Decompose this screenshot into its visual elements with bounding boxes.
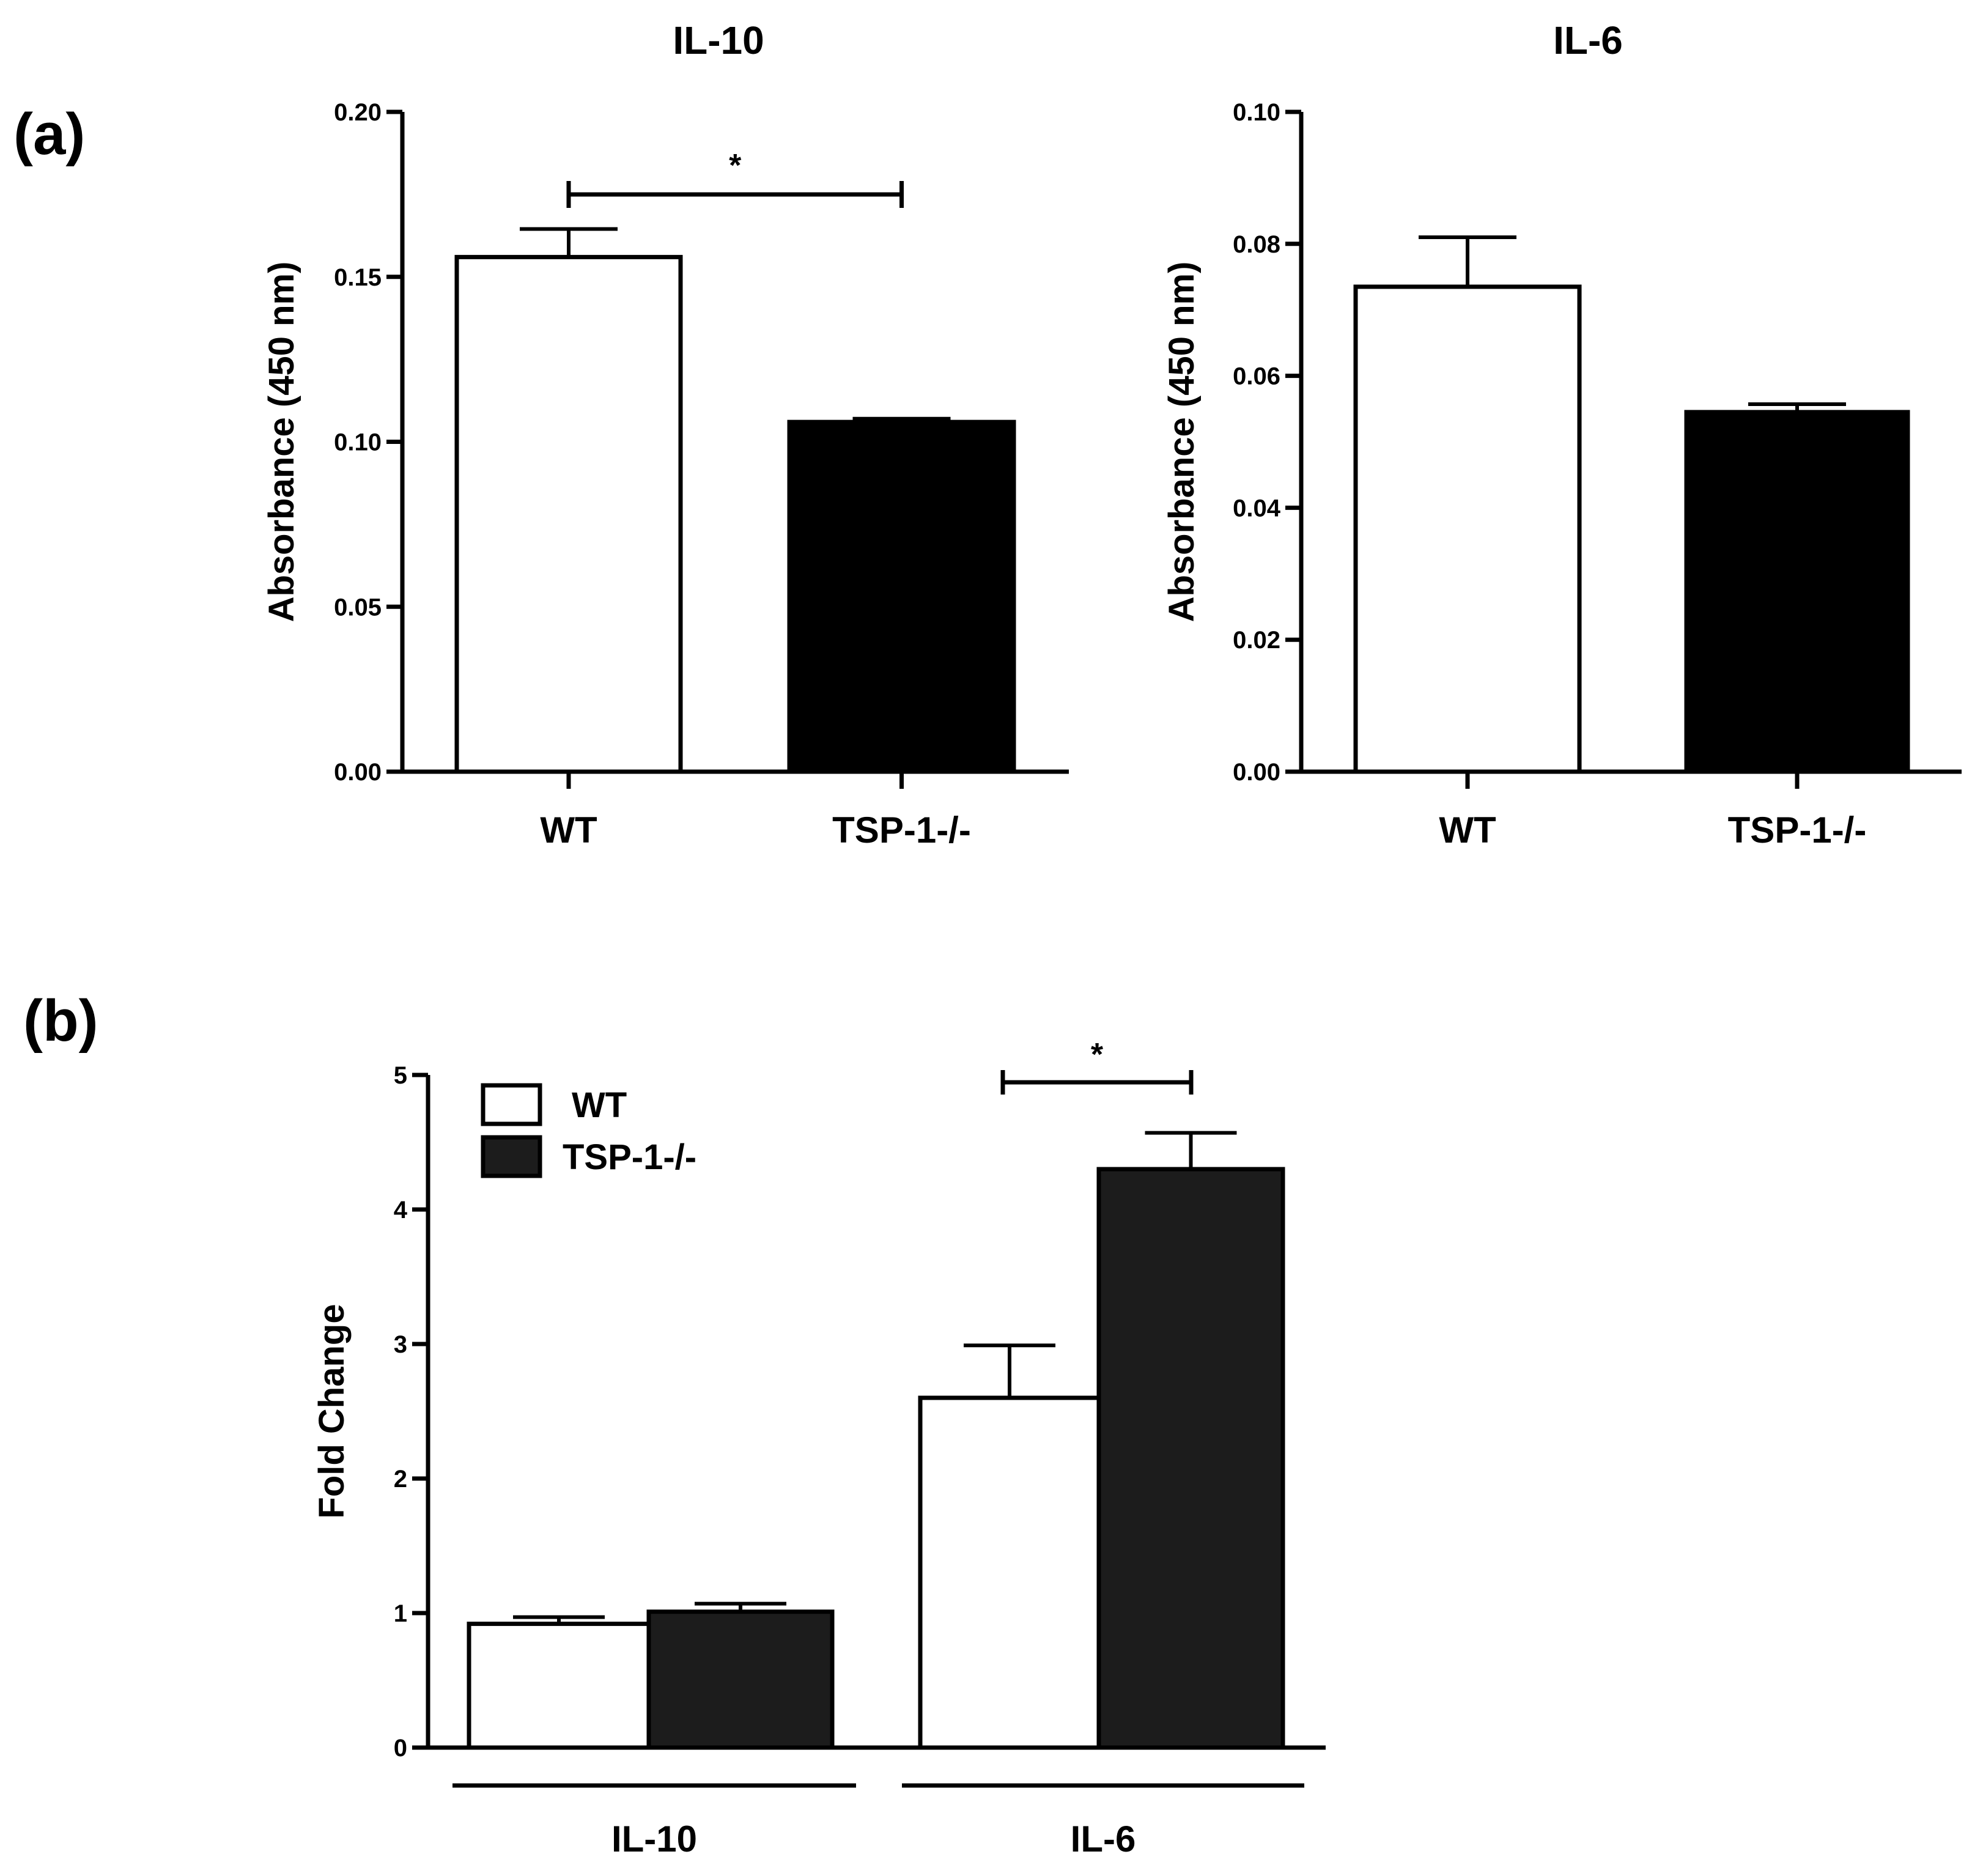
chart-il6-absorbance: IL-6 WT TSP-1-/- 0.00 0.02 0.04 0.06 0.08 0.10 Ab… xyxy=(1162,18,1962,851)
legend-label: WT xyxy=(572,1085,627,1125)
bar-wt xyxy=(454,254,683,774)
legend-swatch-wt xyxy=(481,1083,542,1126)
y-tick-label: 0.15 xyxy=(334,264,382,291)
y-tick-label: 0.05 xyxy=(334,594,382,621)
x-tick-label: WT xyxy=(540,810,597,851)
bar-il-6-wt xyxy=(918,1395,1101,1750)
y-tick-label: 0.04 xyxy=(1233,495,1281,522)
y-axis-label: Fold Change xyxy=(312,1304,352,1518)
y-tick-label: 5 xyxy=(394,1062,407,1089)
y-tick-label: 4 xyxy=(394,1197,408,1224)
y-tick-label: 0.08 xyxy=(1233,231,1280,258)
y-tick-label: 0.06 xyxy=(1233,363,1280,390)
panel-label-b: (b) xyxy=(23,988,98,1054)
legend-swatch-tsp-1- xyxy=(481,1135,542,1178)
legend-label: TSP-1-/- xyxy=(563,1137,696,1177)
y-tick-label: 0.20 xyxy=(334,99,382,126)
significance-star: * xyxy=(1091,1037,1104,1073)
x-tick-label: TSP-1-/- xyxy=(1728,810,1867,851)
y-tick-label: 3 xyxy=(394,1331,407,1358)
y-tick-label: 0.10 xyxy=(1233,99,1280,126)
y-tick-label: 0.10 xyxy=(334,429,382,456)
chart-fold-change: IL-10 IL-6 0 1 2 3 4 5 Fold Change WT TSP-1-/- * xyxy=(312,1037,1326,1859)
chart-title: IL-10 xyxy=(673,18,764,62)
bar-il-10-tsp-1- xyxy=(646,1609,835,1750)
y-tick-label: 2 xyxy=(394,1466,407,1493)
bar-il-6-tsp-1- xyxy=(1096,1167,1285,1750)
x-tick-label: WT xyxy=(1439,810,1496,851)
x-category-label: IL-10 xyxy=(611,1819,697,1859)
panel-label-a: (a) xyxy=(13,102,85,167)
bar-il-10-wt xyxy=(467,1622,651,1750)
chart-il10-absorbance: IL-10 WT TSP-1-/- 0.00 0.05 0.10 0.15 0.20 Absor… xyxy=(262,18,1069,851)
y-tick-label: 0.00 xyxy=(1233,759,1280,786)
chart-title: IL-6 xyxy=(1553,18,1623,62)
x-category-label: IL-6 xyxy=(1071,1819,1136,1859)
bar-tsp-1- xyxy=(1684,410,1910,774)
y-tick-label: 0.00 xyxy=(334,759,382,786)
y-tick-label: 0.02 xyxy=(1233,627,1280,654)
bar-tsp-1- xyxy=(787,419,1016,774)
y-axis-label: Absorbance (450 nm) xyxy=(1162,262,1202,622)
y-tick-label: 1 xyxy=(394,1600,407,1627)
y-axis-label: Absorbance (450 nm) xyxy=(262,262,301,622)
x-tick-label: TSP-1-/- xyxy=(832,810,971,851)
bar-wt xyxy=(1353,284,1582,774)
y-tick-label: 0 xyxy=(394,1735,407,1762)
significance-star: * xyxy=(729,148,742,183)
